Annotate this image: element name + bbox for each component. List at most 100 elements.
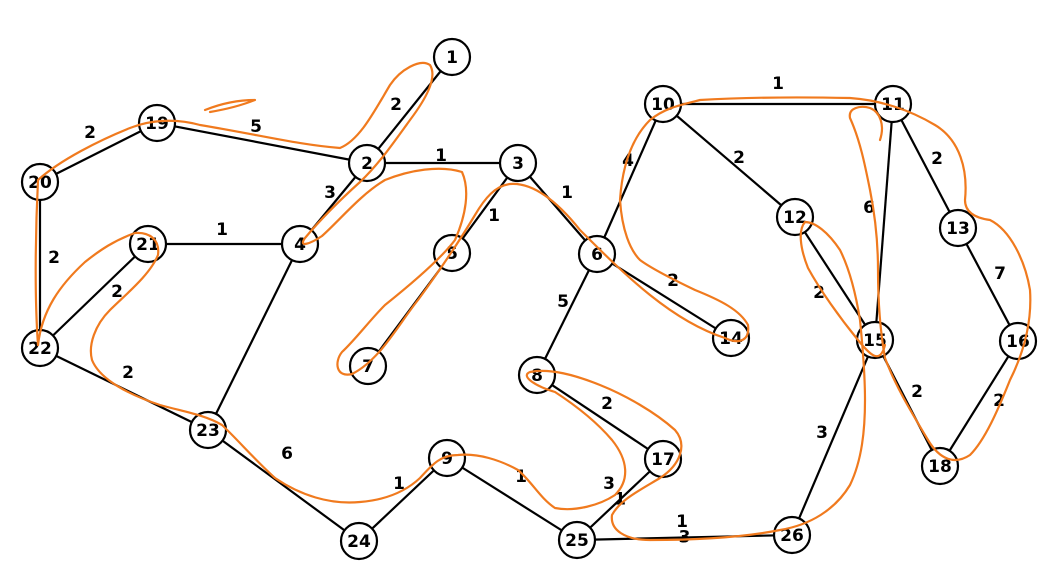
node-label: 19 bbox=[145, 114, 169, 134]
edge-11-15 bbox=[873, 103, 895, 341]
edge-24-9 bbox=[358, 457, 448, 542]
node-circle bbox=[280, 224, 320, 264]
node-21: 21 bbox=[128, 224, 168, 264]
edge-6-10 bbox=[595, 103, 665, 255]
node-label: 5 bbox=[446, 244, 458, 264]
node-circle bbox=[920, 446, 960, 486]
edge-weight-10-12: 6 bbox=[863, 198, 875, 218]
node-19: 19 bbox=[137, 103, 177, 143]
node-circle bbox=[128, 224, 168, 264]
node-circle bbox=[347, 143, 387, 183]
edge-weight-2-4: 3 bbox=[324, 183, 336, 203]
node-label: 25 bbox=[565, 531, 589, 551]
node-circle bbox=[348, 346, 388, 386]
edge-9-25 bbox=[446, 457, 578, 541]
node-circle bbox=[557, 520, 597, 560]
edge-11-13 bbox=[892, 103, 959, 229]
edge-weight-6-10: 5 bbox=[557, 292, 569, 312]
node-25: 25 bbox=[557, 520, 597, 560]
edge-weight-3-6: 1 bbox=[561, 183, 573, 203]
edge-25-26 bbox=[576, 533, 793, 542]
node-7: 7 bbox=[348, 346, 388, 386]
edge-4-23 bbox=[207, 243, 301, 431]
edge-weight-23-24: 1 bbox=[515, 467, 527, 487]
edge-weight-19-2: 5 bbox=[250, 117, 262, 137]
node-label: 23 bbox=[196, 421, 220, 441]
edge-23-24 bbox=[207, 429, 360, 542]
edge-weight-9-25: 3 bbox=[603, 474, 615, 494]
node-circle bbox=[938, 208, 978, 248]
node-13: 13 bbox=[938, 208, 978, 248]
node-circle bbox=[577, 234, 617, 274]
node-circle bbox=[339, 521, 379, 561]
node-label: 1 bbox=[446, 48, 458, 68]
edge-1-2 bbox=[366, 56, 453, 164]
node-17: 17 bbox=[643, 439, 683, 479]
edge-weight-13-16: 2 bbox=[911, 382, 923, 402]
node-circle bbox=[711, 318, 751, 358]
edge-6-8 bbox=[536, 253, 598, 376]
edge-3-6 bbox=[517, 162, 598, 255]
edge-weight-20-22: 2 bbox=[48, 248, 60, 268]
node-14: 14 bbox=[711, 318, 751, 358]
edge-weight-16-18: 3 bbox=[816, 423, 828, 443]
edge-weight-12-15: 2 bbox=[993, 391, 1005, 411]
node-label: 12 bbox=[783, 208, 807, 228]
node-2: 2 bbox=[347, 143, 387, 183]
node-circle bbox=[772, 515, 812, 555]
node-label: 2 bbox=[361, 154, 373, 174]
edge-20-19 bbox=[39, 122, 158, 183]
node-26: 26 bbox=[772, 515, 812, 555]
node-24: 24 bbox=[339, 521, 379, 561]
edges-layer bbox=[38, 56, 1019, 542]
node-label: 24 bbox=[347, 532, 371, 552]
node-label: 18 bbox=[928, 457, 952, 477]
node-9: 9 bbox=[427, 438, 467, 478]
node-22: 22 bbox=[20, 328, 60, 368]
node-label: 22 bbox=[28, 339, 52, 359]
edge-weight-6-8: 2 bbox=[733, 148, 745, 168]
node-label: 20 bbox=[28, 173, 52, 193]
node-16: 16 bbox=[998, 321, 1038, 361]
edge-weight-25-26: 3 bbox=[679, 528, 691, 548]
node-10: 10 bbox=[643, 84, 683, 124]
highlight-stroke-top bbox=[203, 98, 257, 114]
edge-weight-21-22: 2 bbox=[111, 282, 123, 302]
edge-weight-11-13: 2 bbox=[813, 283, 825, 303]
node-18: 18 bbox=[920, 446, 960, 486]
node-label: 14 bbox=[719, 329, 743, 349]
node-23: 23 bbox=[188, 410, 228, 450]
node-circle bbox=[20, 162, 60, 202]
edge-weight-10-11: 2 bbox=[931, 149, 943, 169]
node-label: 7 bbox=[362, 357, 374, 377]
highlight-path bbox=[34, 61, 1032, 462]
node-circle bbox=[775, 197, 815, 237]
node-circle bbox=[498, 143, 538, 183]
node-label: 17 bbox=[651, 450, 675, 470]
edge-12-15 bbox=[794, 216, 876, 341]
node-label: 26 bbox=[780, 526, 804, 546]
node-circle bbox=[427, 438, 467, 478]
edge-weight-6-14: 1 bbox=[772, 74, 784, 94]
node-circle bbox=[873, 84, 913, 124]
edge-weight-5-7: 2 bbox=[667, 271, 679, 291]
edge-weight-15-18: 2 bbox=[122, 363, 134, 383]
highlight-annotation bbox=[34, 61, 1032, 542]
node-circle bbox=[517, 355, 557, 395]
edge-weight-20-19: 2 bbox=[84, 123, 96, 143]
node-4: 4 bbox=[280, 224, 320, 264]
node-circle bbox=[137, 103, 177, 143]
highlight-path-lower bbox=[36, 220, 887, 542]
node-label: 3 bbox=[512, 154, 524, 174]
edge-weight-15-26: 6 bbox=[281, 444, 293, 464]
edge-weight-2-3: 1 bbox=[435, 146, 447, 166]
node-20: 20 bbox=[20, 162, 60, 202]
node-label: 9 bbox=[441, 449, 453, 469]
edge-weight-3-5: 1 bbox=[488, 206, 500, 226]
edge-10-12 bbox=[662, 103, 796, 218]
edge-weight-1-2: 2 bbox=[390, 95, 402, 115]
edge-17-25 bbox=[576, 458, 664, 541]
edge-weight-8-17: 1 bbox=[676, 512, 688, 532]
edge-weight-24-9: 2 bbox=[601, 394, 613, 414]
